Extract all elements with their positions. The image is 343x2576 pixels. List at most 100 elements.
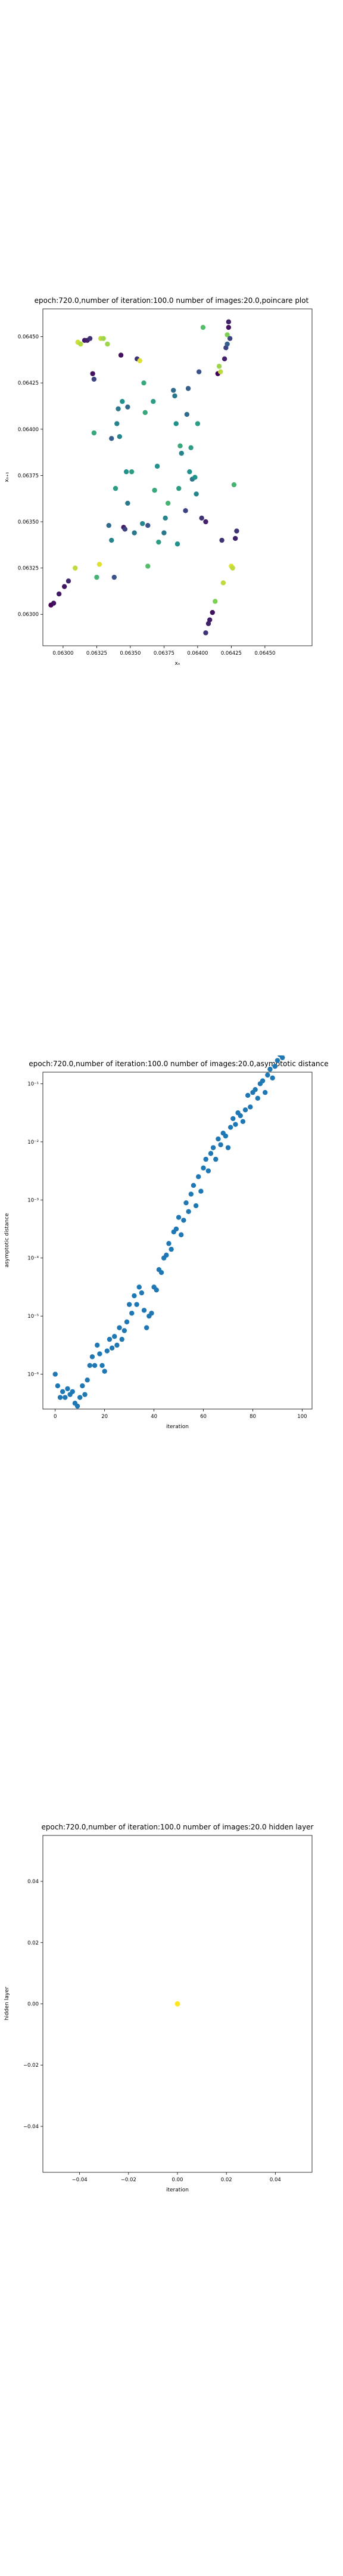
data-point xyxy=(97,1351,102,1357)
data-point xyxy=(158,1270,164,1275)
data-point xyxy=(203,1156,208,1162)
x-tick-label: 0.06400 xyxy=(187,651,208,657)
data-point xyxy=(145,564,151,569)
data-point xyxy=(61,584,67,589)
data-point xyxy=(188,445,194,451)
data-point xyxy=(179,450,184,456)
y-tick-label: −0.04 xyxy=(23,2124,39,2130)
data-point xyxy=(118,352,124,358)
data-point xyxy=(117,1325,122,1330)
y-tick-label: 0.04 xyxy=(27,1879,39,1885)
x-tick-label: 0 xyxy=(54,1414,57,1420)
data-point xyxy=(216,1136,221,1142)
data-point xyxy=(183,1200,189,1206)
data-point xyxy=(196,369,202,374)
data-point xyxy=(224,341,230,347)
points-group xyxy=(52,1055,285,1409)
data-point xyxy=(171,388,176,393)
data-point xyxy=(267,1066,273,1072)
data-point xyxy=(124,1319,130,1325)
data-point xyxy=(82,1392,88,1397)
data-point xyxy=(172,393,177,399)
data-point xyxy=(137,358,142,364)
chart-title: epoch:720.0,number of iteration:100.0 nu… xyxy=(35,296,309,305)
data-point xyxy=(104,1348,110,1354)
data-point xyxy=(231,482,237,488)
data-point xyxy=(174,2001,180,2007)
data-point xyxy=(203,519,208,525)
points-group xyxy=(174,2001,180,2007)
data-point xyxy=(275,1058,280,1063)
data-point xyxy=(187,469,192,475)
data-point xyxy=(220,580,226,586)
x-tick-label: 0.06375 xyxy=(154,651,174,657)
data-point xyxy=(125,500,130,506)
data-point xyxy=(87,336,93,341)
y-tick-label: 10⁻⁶ xyxy=(27,1372,39,1378)
data-point xyxy=(113,485,119,491)
x-tick-label: 0.04 xyxy=(270,2177,281,2183)
data-point xyxy=(95,1342,100,1348)
data-point xyxy=(112,1334,117,1339)
data-point xyxy=(134,1302,139,1307)
data-point xyxy=(230,1116,236,1122)
data-point xyxy=(216,364,222,369)
data-point xyxy=(129,1311,135,1316)
data-point xyxy=(260,1078,266,1083)
y-tick-label: −0.02 xyxy=(23,2063,39,2069)
data-point xyxy=(234,528,239,534)
data-point xyxy=(232,535,238,541)
data-point xyxy=(156,539,161,545)
data-point xyxy=(141,1308,147,1313)
data-point xyxy=(233,1122,238,1127)
x-tick-label: 0.06300 xyxy=(52,651,73,657)
x-tick-label: −0.02 xyxy=(121,2177,136,2183)
data-point xyxy=(173,421,179,426)
data-point xyxy=(222,356,227,362)
data-point xyxy=(174,541,180,547)
x-tick-label: 0.06325 xyxy=(86,651,107,657)
data-point xyxy=(177,443,183,448)
y-tick-label: 0.02 xyxy=(27,1940,39,1946)
data-point xyxy=(227,1125,233,1130)
data-point xyxy=(73,565,78,571)
data-point xyxy=(57,1395,63,1400)
data-point xyxy=(192,475,198,480)
y-axis-label: hidden layer xyxy=(4,1987,10,2021)
data-point xyxy=(114,421,120,426)
data-point xyxy=(107,1336,113,1342)
y-tick-label: 0.06450 xyxy=(18,335,39,340)
data-point xyxy=(85,1377,90,1383)
x-tick-label: 20 xyxy=(101,1414,108,1420)
data-point xyxy=(77,1395,83,1400)
data-point xyxy=(89,1354,95,1360)
y-axis-label: asymptotic distance xyxy=(4,1213,10,1267)
data-point xyxy=(181,1218,186,1223)
data-point xyxy=(145,523,151,528)
data-point xyxy=(207,617,213,623)
data-point xyxy=(272,1064,277,1069)
data-point xyxy=(224,332,230,338)
data-point xyxy=(141,380,146,386)
x-tick-label: −0.04 xyxy=(72,2177,88,2183)
y-tick-label: 10⁻² xyxy=(27,1140,39,1145)
figure-poincare: epoch:720.0,number of iteration:100.0 nu… xyxy=(0,292,343,704)
data-point xyxy=(169,1246,174,1252)
data-point xyxy=(184,411,190,417)
data-point xyxy=(205,1168,211,1174)
data-point xyxy=(63,1395,68,1400)
y-tick-label: 0.00 xyxy=(27,2002,39,2008)
data-point xyxy=(255,1095,260,1101)
y-tick-label: 0.06300 xyxy=(18,612,39,618)
data-point xyxy=(105,341,110,347)
data-point xyxy=(199,515,204,521)
plot-frame xyxy=(42,308,313,646)
tick-group: −0.04 −0.02 0.00 0.02 0.04 −0.04 −0.02 0.00 0.02… xyxy=(23,1879,281,2183)
data-point xyxy=(114,1342,120,1348)
data-point xyxy=(125,404,130,410)
y-tick-label: 10⁻³ xyxy=(27,1197,39,1203)
y-tick-label: 0.06325 xyxy=(18,566,39,572)
x-tick-label: 100 xyxy=(297,1414,307,1420)
data-point xyxy=(219,537,224,543)
data-point xyxy=(270,1075,275,1080)
